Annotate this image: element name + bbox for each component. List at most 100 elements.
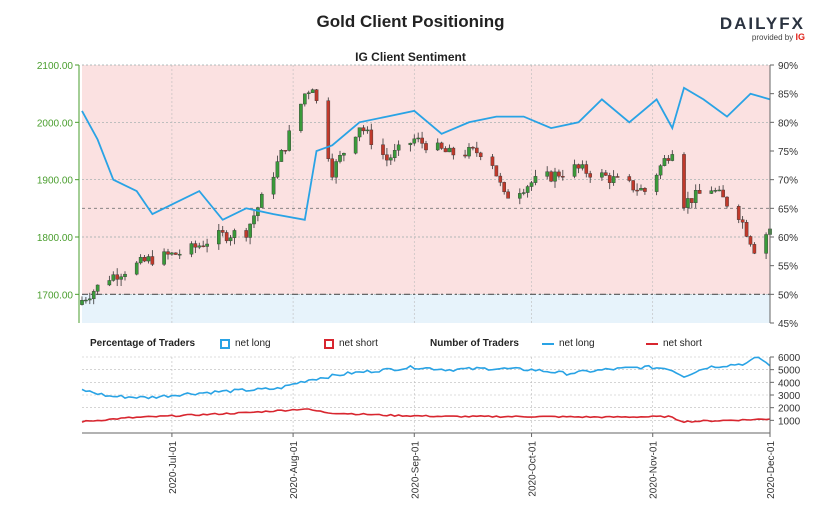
candle-body [725, 196, 729, 207]
candle-body [521, 192, 526, 194]
net-short-traders-line [81, 408, 771, 424]
candle-body [138, 257, 143, 264]
candle-body [693, 190, 698, 203]
candle-body [416, 137, 420, 140]
candle-body [439, 142, 444, 149]
candle-body [443, 148, 448, 153]
traders-tick-label: 3000 [778, 391, 801, 402]
candle-body [365, 129, 370, 132]
candle-body [424, 143, 428, 151]
candle-body [451, 147, 456, 156]
candle-body [611, 176, 616, 183]
candle-body [635, 189, 639, 192]
legend-pct-short-label: net short [339, 338, 378, 349]
candle-body [88, 298, 92, 301]
candle-body [166, 251, 170, 255]
legend-num-label: Number of Traders [430, 338, 519, 349]
candle-body [252, 215, 256, 225]
candle-body [123, 273, 127, 277]
candle-body [518, 193, 522, 199]
traders-tick-label: 5000 [778, 366, 801, 377]
candle-body [205, 243, 209, 247]
price-tick-label: 1700.00 [37, 290, 74, 301]
candle-body [682, 154, 686, 208]
candle-body [615, 176, 620, 178]
price-tick-label: 1800.00 [37, 233, 74, 244]
candle-body [134, 262, 139, 275]
candle-body [248, 223, 252, 238]
candle-body [721, 189, 725, 198]
candle-body [115, 274, 119, 280]
sentiment-tick-label: 65% [778, 204, 798, 215]
candle-body [314, 89, 319, 101]
candle-body [670, 154, 675, 161]
traders-tick-label: 1000 [778, 416, 801, 427]
candle-body [654, 174, 659, 192]
legend-pct-long: net long [220, 338, 271, 349]
candle-body [580, 164, 585, 169]
candle-body [736, 206, 741, 220]
candle-body [584, 164, 589, 174]
candle-body [713, 190, 718, 192]
legend-short-box-icon [324, 338, 334, 349]
candle-body [604, 172, 608, 176]
date-tick-label: 2020-Aug-01 [289, 441, 300, 499]
candle-body [150, 256, 155, 265]
candle-body [385, 154, 389, 161]
candle-body [643, 188, 647, 192]
candle-body [627, 176, 632, 181]
chart-subtitle: IG Client Sentiment [355, 50, 466, 64]
candle-body [690, 198, 694, 203]
candle-body [502, 182, 506, 193]
date-tick-label: 2020-Jul-01 [168, 441, 179, 494]
candle-body [666, 158, 671, 161]
sentiment-tick-label: 70% [778, 176, 798, 187]
candle-body [662, 158, 667, 166]
price-panel: 1700.00 1800.00 1900.00 2000.00 2100.00 45% 50… [37, 61, 798, 330]
candle-body [162, 251, 166, 265]
candle-body [260, 193, 264, 208]
legend-pct-long-label: net long [235, 338, 271, 349]
candle-body [588, 173, 592, 178]
candle-body [396, 144, 401, 151]
candle-body [639, 188, 643, 191]
candle-body [412, 138, 417, 144]
candle-body [533, 176, 538, 183]
candle-body [111, 274, 116, 281]
legend-long-box-icon [220, 338, 230, 349]
ig-logo: IG [795, 32, 805, 42]
candle-body [95, 284, 100, 292]
traders-tick-label: 2000 [778, 404, 801, 415]
candle-body [572, 164, 577, 177]
candle-body [299, 103, 303, 131]
candle-body [232, 230, 237, 238]
candle-body [197, 245, 202, 248]
candle-body [600, 172, 604, 178]
candle-body [330, 158, 334, 178]
brand-provided-by: provided by [751, 33, 794, 42]
candle-body [463, 154, 467, 157]
candle-body [287, 130, 291, 151]
candle-body [228, 237, 233, 242]
candle-body [744, 222, 749, 237]
candle-body [107, 280, 112, 286]
candle-body [709, 190, 714, 194]
candle-body [435, 142, 440, 151]
sentiment-tick-label: 80% [778, 118, 798, 129]
sentiment-tick-label: 45% [778, 319, 798, 330]
legend-num-short: net short [646, 338, 702, 349]
sentiment-tick-label: 85% [778, 90, 798, 101]
candle-body [275, 161, 280, 178]
price-tick-label: 1900.00 [37, 176, 74, 187]
candle-body [506, 191, 510, 199]
candle-body [752, 244, 757, 254]
candle-body [119, 276, 123, 280]
candle-body [357, 127, 362, 138]
candle-body [631, 180, 635, 191]
candle-body [697, 190, 702, 194]
candle-body [525, 186, 530, 193]
legend-num-long-label: net long [559, 338, 595, 349]
date-tick-label: 2020-Nov-01 [649, 441, 660, 499]
candle-body [170, 252, 174, 255]
